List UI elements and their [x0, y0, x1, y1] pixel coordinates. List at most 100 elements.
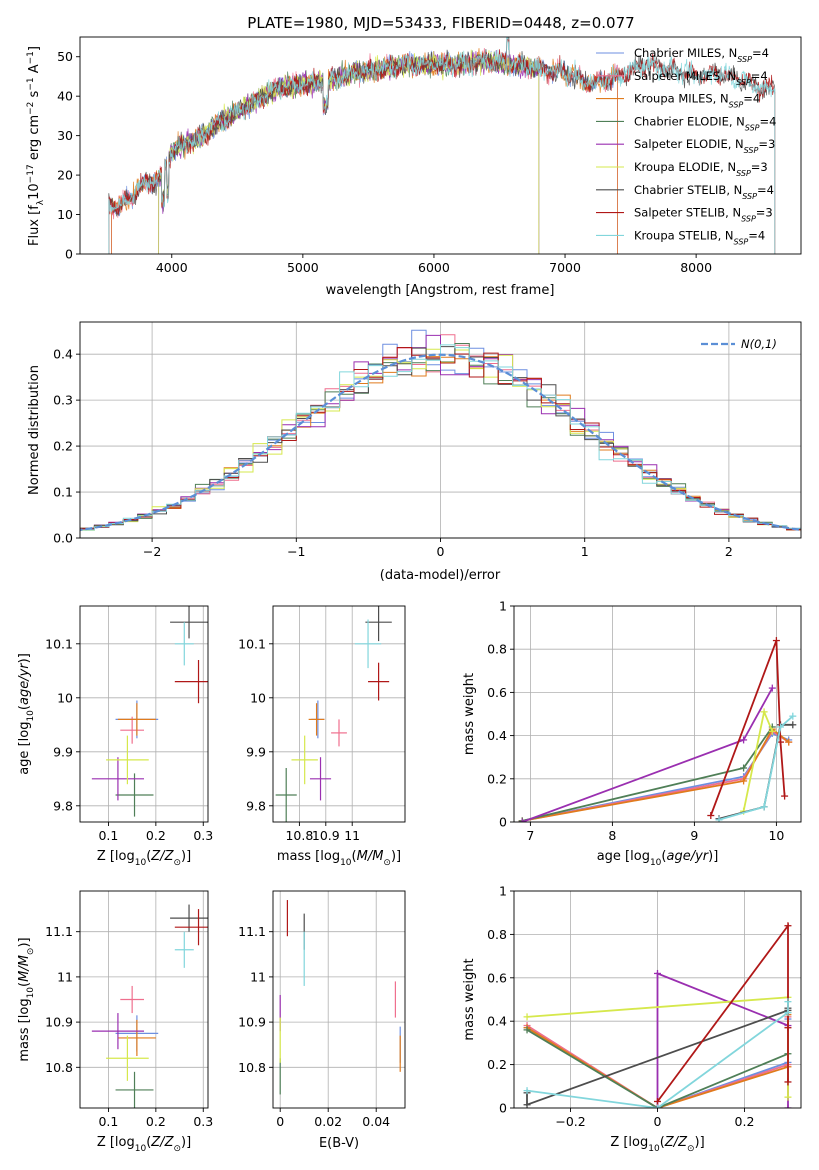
- x-axis-label-part: Z [log: [97, 1135, 135, 1150]
- axes-frame: [79, 605, 209, 823]
- x-axis-label-part: )]: [708, 849, 718, 864]
- y-tick-label: 11: [250, 969, 266, 984]
- y-tick-label: 0.1: [53, 485, 73, 500]
- x-axis-label-part: (: [661, 849, 666, 864]
- errorbar-kroupa-stelib: [174, 622, 194, 666]
- legend-label-main: Kroupa ELODIE, N: [634, 160, 736, 174]
- x-axis-label-part: Z [log: [97, 849, 135, 864]
- legend-label-main: Salpeter MILES, N: [634, 69, 736, 83]
- y-axis-label-part: age [log: [17, 722, 32, 775]
- x-axis-label: Z [log10(Z/Z⊙)]: [610, 1135, 704, 1154]
- x-tick-label: 5000: [287, 260, 319, 275]
- y-tick-label: 0.4: [487, 1014, 507, 1029]
- y-axis-label-part: −17: [26, 164, 36, 183]
- x-tick-label: 0.2: [146, 828, 166, 843]
- mass-weight-line-kroupa-stelib: [523, 998, 792, 1108]
- axes: 4000 5000 6000 7000 8000 0 10 20 30 40 50 Chabrier …: [26, 36, 802, 298]
- legend-label-sub: SSP: [736, 77, 751, 86]
- y-axis-label: mass weight: [462, 958, 477, 1040]
- errorbar-chabrier-elodie: [275, 768, 297, 822]
- errorbar-salpeter-elodie: [91, 1013, 144, 1050]
- y-axis-label-part: Flux [f: [27, 205, 42, 246]
- series-marker: [760, 708, 768, 716]
- x-tick-label: 2: [725, 544, 733, 559]
- y-axis-label-part: (: [17, 705, 32, 710]
- y-axis-label-part: erg cm: [27, 115, 42, 164]
- y-axis-label-part: −1: [26, 77, 36, 90]
- x-axis-label: (data-model)/error: [380, 568, 501, 583]
- errorbar-kroupa-elodie: [106, 1035, 149, 1081]
- errorbar-salpeter-stelib: [174, 909, 208, 946]
- series-marker: [740, 764, 748, 772]
- y-tick-label: 9.8: [246, 798, 266, 813]
- series-line: [526, 1001, 789, 1108]
- x-axis-label-part: (: [146, 1135, 151, 1150]
- legend-label-tail: =4: [760, 114, 777, 128]
- y-tick-label: 0.8: [487, 642, 507, 657]
- y-tick-label: 0.2: [53, 439, 73, 454]
- series-marker: [768, 727, 776, 735]
- grid: [273, 891, 405, 1108]
- series-marker: [760, 803, 768, 811]
- y-axis-label-part: )]: [17, 653, 32, 663]
- x-tick-label: 4000: [156, 260, 188, 275]
- residuals-panel: −2 −1 0 1 2 0.0 0.1 0.2 0.3 0.4 N(0,1) (data-model)…: [27, 321, 802, 583]
- legend-label: Salpeter MILES, NSSP=4: [634, 69, 768, 87]
- y-tick-label: 0.8: [487, 927, 507, 942]
- axes-frame: [272, 605, 406, 823]
- x-axis-label-part: ⊙: [383, 858, 391, 868]
- legend-label: Chabrier ELODIE, NSSP=4: [634, 114, 776, 131]
- y-axis-label-part: s: [27, 90, 42, 101]
- x-axis-label-part: (: [352, 849, 357, 864]
- series-line: [709, 640, 786, 816]
- plot-area: [80, 329, 801, 532]
- x-tick-label: 0: [276, 1114, 284, 1129]
- y-axis-label-part: 10: [27, 183, 42, 200]
- plot-area: [91, 606, 208, 817]
- x-axis-label-part: (: [660, 1135, 665, 1150]
- y-tick-label: 1: [499, 884, 507, 899]
- y-axis-label: mass [log10(M/M⊙)]: [17, 937, 36, 1061]
- x-tick-label: 11: [344, 828, 360, 843]
- series-line: [718, 715, 794, 821]
- x-axis-label-part: 10: [135, 1144, 147, 1154]
- legend-label: Chabrier MILES, NSSP=4: [634, 46, 769, 64]
- series-line: [521, 726, 774, 822]
- y-tick-label: 0.2: [487, 1057, 507, 1072]
- series-line: [656, 922, 789, 1103]
- series-marker: [785, 738, 793, 746]
- x-axis-label-part: age/yr: [666, 849, 709, 864]
- axes: 0 0.02 0.04 10.8 10.9 11 11.1: [238, 890, 406, 1129]
- mass-weight-vs-metallicity-panel: −0.2 0 0.2 0 0.2 0.4 0.6 0.8 1 Z [log10(Z/Z⊙)] mas…: [462, 884, 802, 1154]
- y-tick-label: 9.9: [246, 744, 266, 759]
- x-tick-label: 0.04: [362, 1114, 390, 1129]
- x-tick-label: 0.3: [193, 1114, 213, 1129]
- series-marker: [740, 777, 748, 785]
- legend-label: Kroupa ELODIE, NSSP=3: [634, 160, 768, 178]
- legend-label-tail: =4: [757, 183, 774, 197]
- axes-frame: [513, 605, 802, 823]
- legend-label-tail: =4: [743, 92, 760, 106]
- series-marker: [707, 812, 715, 820]
- legend-label-sub: SSP: [742, 191, 757, 200]
- series-marker: [784, 1078, 792, 1086]
- errorbar-kroupa-miles: [117, 1019, 156, 1057]
- y-axis-label-part: mass [log: [17, 998, 32, 1061]
- legend-label-tail: =3: [758, 137, 775, 151]
- x-tick-label: 0.1: [98, 828, 118, 843]
- errorbar-salpeter-stelib: [174, 660, 208, 704]
- y-tick-label: 10: [57, 207, 73, 222]
- y-tick-label: 0.3: [53, 393, 73, 408]
- x-tick-label: 7: [526, 828, 534, 843]
- legend-label: Kroupa MILES, NSSP=4: [634, 92, 760, 110]
- x-axis-label-part: Z/Z: [664, 1135, 688, 1150]
- x-tick-label: −2: [143, 544, 161, 559]
- x-axis-label: E(B-V): [319, 1136, 359, 1151]
- series-marker: [789, 712, 797, 720]
- mass-weight-line-kroupa-stelib: [715, 712, 797, 822]
- errorbar-kroupa-elodie: [106, 735, 149, 785]
- grid: [80, 606, 208, 822]
- y-axis-label-part: ⊙: [26, 948, 36, 956]
